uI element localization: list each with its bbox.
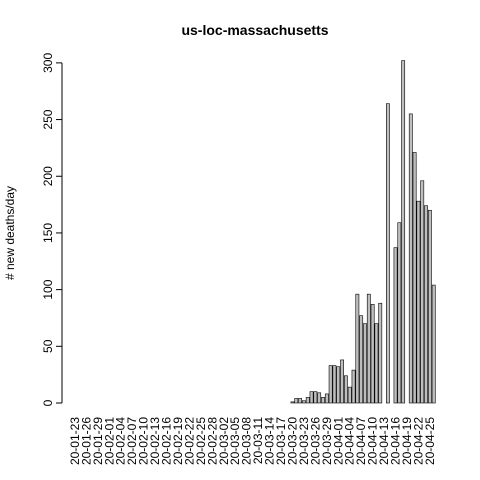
bar: [328, 365, 333, 404]
x-tick-label: 20-03-29: [320, 417, 334, 465]
x-tick-label: 20-03-08: [240, 417, 254, 465]
x-tick-label: 20-02-13: [148, 417, 162, 465]
bar: [302, 400, 306, 404]
x-tick-label: 20-02-28: [205, 417, 219, 465]
bar: [408, 113, 413, 404]
x-tick-label: 20-03-23: [297, 417, 311, 465]
bar: [313, 391, 318, 404]
x-tick-label: 20-03-11: [251, 417, 265, 464]
bar: [397, 222, 402, 404]
bar: [378, 302, 383, 404]
bar: [427, 209, 432, 404]
bar: [347, 386, 352, 404]
bar: [336, 366, 341, 404]
y-tick-label: 0: [41, 399, 55, 406]
x-tick-label: 20-03-20: [285, 417, 299, 465]
bar: [344, 375, 348, 404]
x-tick-label: 20-03-14: [263, 417, 277, 465]
bar: [420, 180, 425, 404]
bar: [317, 392, 322, 404]
bar: [294, 398, 299, 404]
y-tick-label: 200: [41, 166, 55, 186]
bar: [424, 205, 428, 404]
bar: [340, 359, 344, 404]
bar: [385, 103, 390, 404]
y-tick-label: 150: [41, 223, 55, 243]
y-tick-label: 250: [41, 109, 55, 129]
x-tick-label: 20-02-19: [171, 417, 185, 465]
x-tick-label: 20-04-19: [400, 417, 414, 465]
y-tick-label: 50: [41, 339, 55, 353]
bar: [374, 323, 379, 404]
bar: [366, 293, 371, 404]
x-tick-label: 20-03-17: [274, 417, 288, 465]
x-tick-label: 20-03-02: [217, 417, 231, 465]
x-tick-label: 20-02-25: [194, 417, 208, 465]
bar: [305, 397, 310, 404]
chart-title: us-loc-massachusetts: [181, 22, 328, 38]
y-tick-label: 100: [41, 279, 55, 299]
x-tick-label: 20-01-23: [68, 417, 82, 465]
x-tick-label: 20-02-01: [102, 417, 116, 465]
x-tick-label: 20-01-29: [91, 417, 105, 465]
x-tick-label: 20-02-10: [137, 417, 151, 465]
x-tick-label: 20-03-05: [228, 417, 242, 465]
x-tick-label: 20-04-16: [389, 417, 403, 465]
bar: [351, 369, 356, 404]
bar: [393, 247, 398, 404]
bar: [401, 60, 406, 404]
x-tick-label: 20-02-07: [125, 417, 139, 465]
bar: [359, 315, 364, 404]
x-tick-label: 20-04-25: [423, 417, 437, 465]
bar: [321, 397, 325, 404]
x-tick-label: 20-02-16: [160, 417, 174, 465]
x-tick-label: 20-04-07: [354, 417, 368, 465]
bar: [309, 391, 314, 404]
bar: [355, 293, 360, 404]
x-tick-label: 20-04-10: [366, 417, 380, 465]
bar: [431, 284, 436, 404]
x-tick-label: 20-04-13: [377, 417, 391, 465]
x-tick-label: 20-04-22: [411, 417, 425, 465]
y-tick-label: 300: [41, 53, 55, 73]
y-axis-label: # new deaths/day: [3, 186, 17, 280]
bar: [290, 401, 295, 404]
x-tick-label: 20-03-26: [308, 417, 322, 465]
x-tick-label: 20-04-01: [331, 417, 345, 465]
x-tick-label: 20-02-04: [114, 417, 128, 465]
bar: [416, 200, 421, 404]
bar: [324, 393, 329, 404]
x-tick-label: 20-01-26: [79, 417, 93, 465]
bar: [298, 398, 302, 404]
x-tick-label: 20-02-22: [182, 417, 196, 465]
bar: [332, 365, 337, 404]
bar: [370, 304, 375, 404]
bar: [412, 152, 417, 404]
x-tick-label: 20-04-04: [343, 417, 357, 465]
bar: [363, 323, 367, 404]
